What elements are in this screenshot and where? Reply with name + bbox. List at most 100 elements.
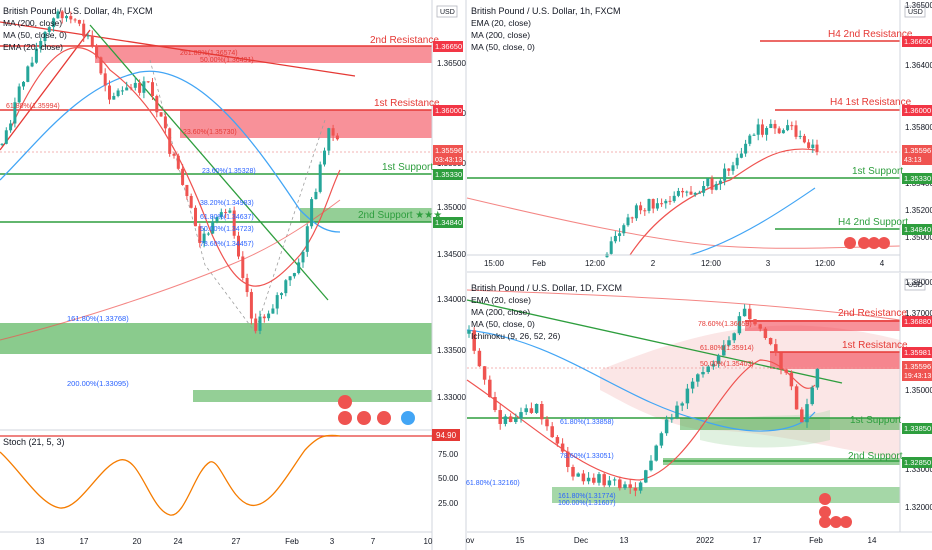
h1-candle xyxy=(622,225,626,234)
h4-candle xyxy=(198,226,202,243)
d1-candle xyxy=(659,433,664,446)
h1-candle xyxy=(613,235,617,242)
h1-event-flags[interactable] xyxy=(844,237,890,249)
h1-indicator-0[interactable]: EMA (20, close) xyxy=(471,18,531,28)
d1-indicator-3[interactable]: Ichimoku (9, 26, 52, 26) xyxy=(471,331,560,341)
h4-candle xyxy=(189,196,193,208)
d1-currency-box[interactable] xyxy=(904,278,926,291)
h1-price-tag-bg xyxy=(902,224,932,235)
h4-candle xyxy=(176,155,180,169)
h4-1st-resistance-zone xyxy=(180,110,432,138)
h4-candle xyxy=(185,184,189,197)
h1-time-tick: 12:00 xyxy=(585,259,606,268)
us-flag-icon[interactable] xyxy=(840,516,852,528)
d1-event-flags[interactable] xyxy=(819,493,852,528)
h1-indicator-1[interactable]: MA (200, close) xyxy=(471,30,530,40)
h4-candle xyxy=(275,295,279,309)
us-flag-icon[interactable] xyxy=(868,237,880,249)
d1-indicator-0[interactable]: EMA (20, close) xyxy=(471,295,531,305)
h1-candle xyxy=(643,210,647,212)
h4-time-tick: Feb xyxy=(285,537,299,546)
d1-candle xyxy=(654,445,658,461)
h1-currency-box[interactable] xyxy=(904,5,926,18)
h4-candle xyxy=(47,27,51,32)
d1-price-tag-value: 1.35596 xyxy=(904,362,931,371)
d1-time-tick: 17 xyxy=(753,536,762,545)
h4-indicator-0[interactable]: MA (200, close) xyxy=(3,18,62,28)
h4-candle xyxy=(254,318,258,331)
d1-price-tag-value: 1.33850 xyxy=(904,424,931,433)
h1-candle xyxy=(685,191,689,193)
h4-candle xyxy=(99,57,103,74)
stoch-tag-bg xyxy=(432,429,460,441)
h4-candle xyxy=(245,277,249,293)
stoch-line xyxy=(0,434,341,516)
uk-flag-icon[interactable] xyxy=(819,493,831,505)
d1-indicator-1[interactable]: MA (200, close) xyxy=(471,307,530,317)
d1-candle xyxy=(612,479,617,481)
h4-fib-label: 161.80%(1.33768) xyxy=(67,314,129,323)
h4-candle xyxy=(181,168,185,185)
h4-panel: 1.365001.360001.355001.350001.345001.340… xyxy=(0,0,466,550)
h1-candle xyxy=(752,134,756,136)
h4-panel-bg xyxy=(0,0,432,550)
us-flag-icon[interactable] xyxy=(858,237,870,249)
d1-time-tick: Feb xyxy=(809,536,823,545)
h1-indicator-2[interactable]: MA (50, close, 0) xyxy=(471,42,535,52)
h1-candle xyxy=(702,186,706,193)
h1-candle xyxy=(626,217,630,226)
h1-ma200-line xyxy=(466,197,901,249)
d1-candle xyxy=(789,372,794,387)
h4-indicator-2[interactable]: EMA (20, close) xyxy=(3,42,63,52)
h4-candle xyxy=(288,276,292,281)
h1-price-tag-value: 1.35596 xyxy=(904,146,931,155)
h4-time-tick: 24 xyxy=(174,537,183,546)
us-flag-icon[interactable] xyxy=(830,516,842,528)
h4-candle xyxy=(331,128,335,136)
uk-flag-icon[interactable] xyxy=(338,411,352,425)
d1-candle xyxy=(644,470,648,483)
h1-label-h4-2nd-support: H4 2nd Support xyxy=(838,217,908,228)
h1-candle xyxy=(723,168,727,181)
h4-price-tick: 1.34500 xyxy=(437,250,466,259)
h4-candle xyxy=(159,112,163,117)
h1-panel: 1.365001.364001.358001.356001.354001.352… xyxy=(465,0,932,550)
h4-time-tick: 10 xyxy=(424,537,433,546)
h4-price-tick: 1.33500 xyxy=(437,346,466,355)
d1-fib-label: 61.80%(1.32160) xyxy=(466,480,520,487)
uk-flag-icon[interactable] xyxy=(819,506,831,518)
d1-candle xyxy=(649,460,653,471)
h1-price-tick: 1.36400 xyxy=(905,61,932,70)
uk-flag-icon[interactable] xyxy=(338,395,352,409)
d1-fib-label: 61.80%(1.35914) xyxy=(700,345,754,352)
d1-price-axis: 1.380001.370001.360001.350001.340001.330… xyxy=(905,278,932,512)
h1-candle xyxy=(605,253,609,258)
h4-candle xyxy=(95,45,99,58)
d1-time-axis: ov 15 Dec 13 2022 17 Feb 14 xyxy=(466,536,877,545)
d1-candle xyxy=(701,371,705,375)
d1-indicator-2[interactable]: MA (50, close, 0) xyxy=(471,319,535,329)
eu-flag-icon[interactable] xyxy=(401,411,415,425)
h1-candle xyxy=(718,180,722,185)
h4-fib-path xyxy=(149,59,326,333)
d1-label-2nd-resistance: 2nd Resistance xyxy=(838,308,907,319)
us-flag-icon[interactable] xyxy=(819,516,831,528)
uk-flag-icon[interactable] xyxy=(844,237,856,249)
h4-candle xyxy=(52,18,56,28)
d1-candle xyxy=(467,330,471,334)
d1-ma200-line xyxy=(466,289,901,321)
h4-currency-box[interactable] xyxy=(436,5,458,18)
h1-candle xyxy=(727,168,731,171)
d1-candle xyxy=(555,437,560,444)
uk-flag-icon[interactable] xyxy=(357,411,371,425)
d1-price-tick: 1.33000 xyxy=(905,465,932,474)
h4-event-flags[interactable] xyxy=(338,395,415,425)
d1-candle xyxy=(716,355,721,364)
h4-indicator-1[interactable]: MA (50, close, 0) xyxy=(3,30,67,40)
h4-price-tag-bg xyxy=(433,105,463,116)
h1-candle xyxy=(760,124,764,135)
us-flag-icon[interactable] xyxy=(878,237,890,249)
d1-price-tick: 1.37000 xyxy=(905,309,932,318)
us-flag-icon[interactable] xyxy=(377,411,391,425)
h4-candle xyxy=(335,135,339,140)
